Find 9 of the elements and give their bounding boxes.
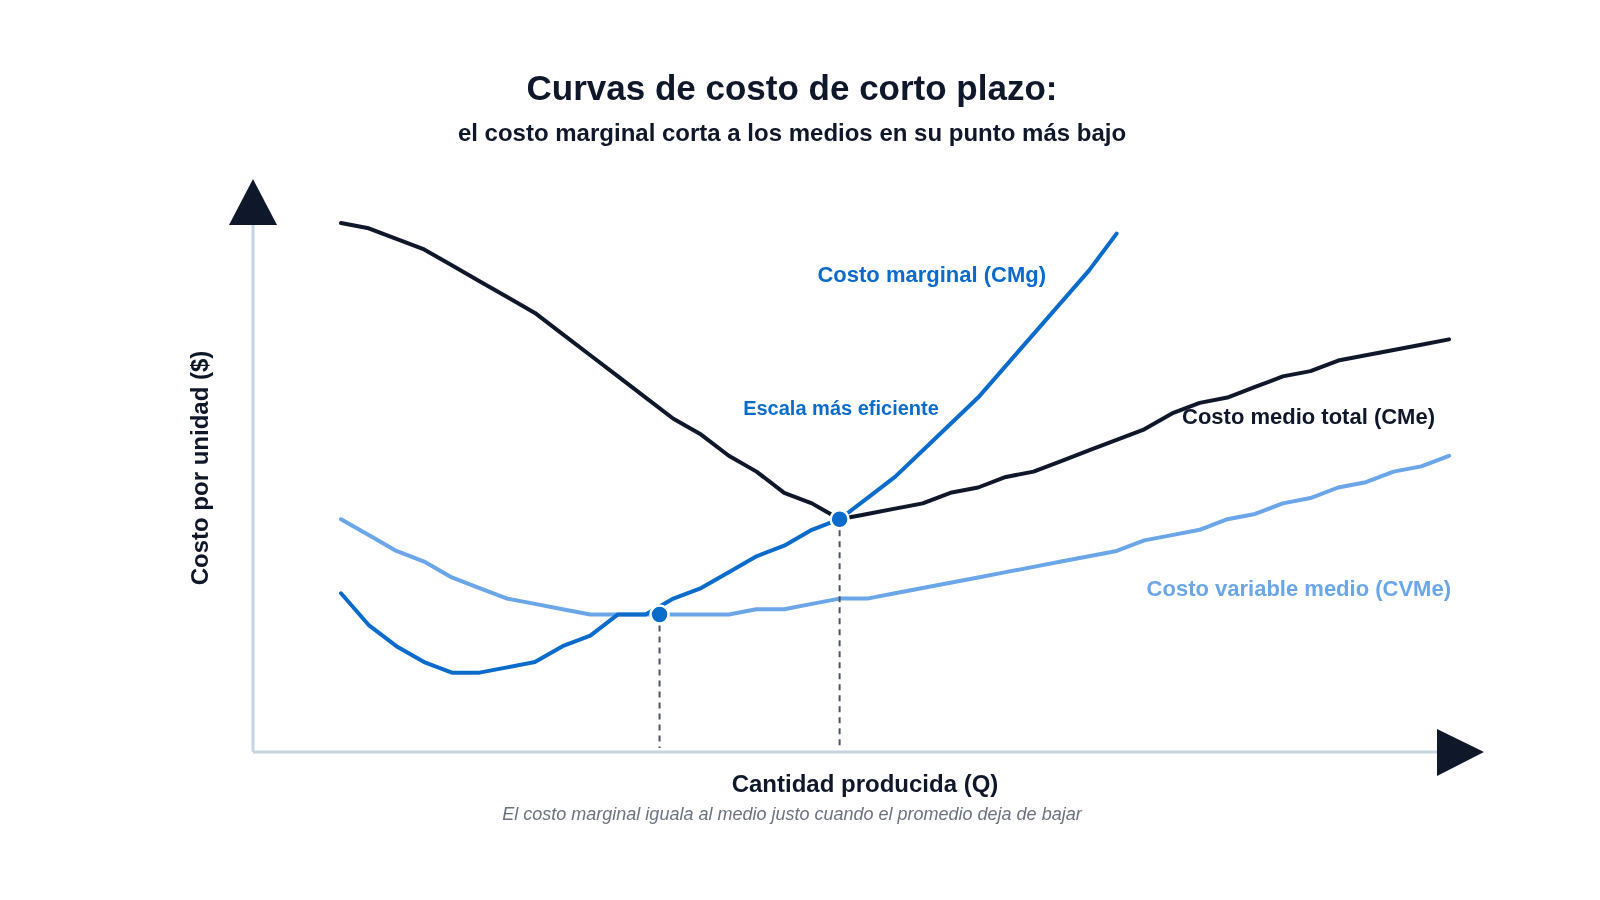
text: El costo marginal iguala al medio justo cuando el promedio deja de bajar [502, 804, 1083, 824]
series-label: Costo medio total (CMe) [1182, 404, 1435, 429]
series-label: Costo marginal (CMg) [817, 262, 1046, 287]
series-label: Costo variable medio (CVMe) [1146, 576, 1451, 601]
chart-subtitle: el costo marginal corta a los medios en su punto más bajo [457, 119, 1127, 146]
y-axis-title: Costo por unidad ($) [186, 350, 213, 586]
x-axis-title: Cantidad producida (Q) [731, 770, 999, 797]
chart-title: Curvas de costo de corto plazo: [526, 68, 1058, 107]
annotation: Escala más eficiente [743, 397, 939, 419]
